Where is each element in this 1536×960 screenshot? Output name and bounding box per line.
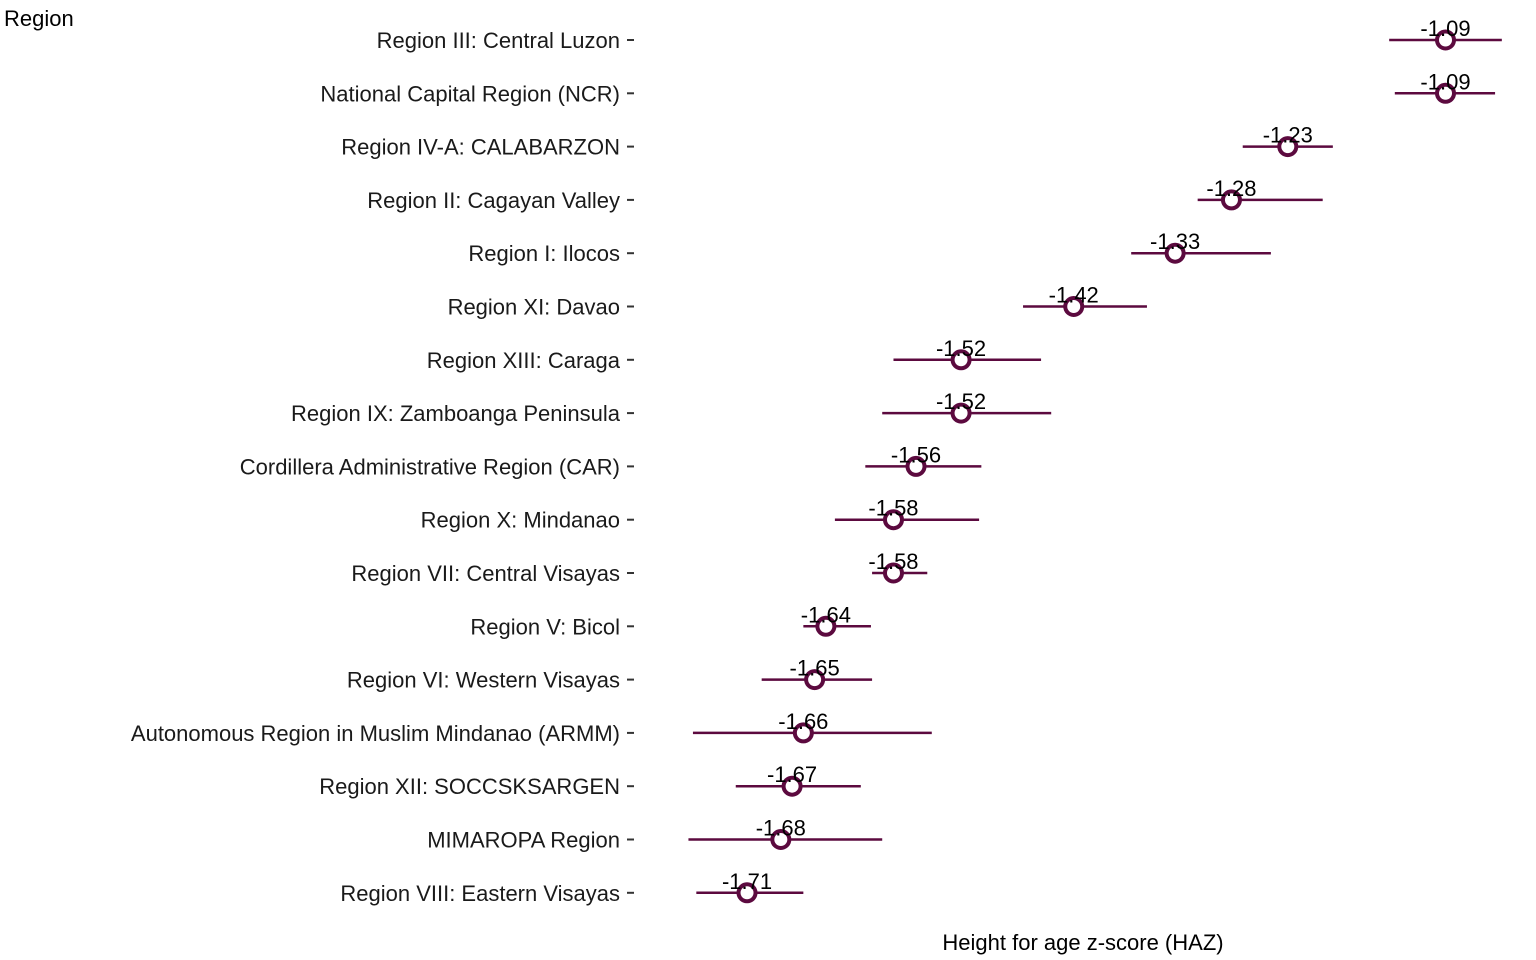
chart-row: Region IV-A: CALABARZON -1.23 — [341, 123, 1333, 160]
value-label: -1.56 — [891, 442, 941, 467]
estimate-point — [1063, 296, 1085, 317]
chart-row: Region VI: Western Visayas -1.65 — [347, 656, 873, 693]
region-label: Region VI: Western Visayas — [347, 668, 620, 693]
chart-row: Region V: Bicol -1.64 — [470, 602, 871, 639]
chart-row: Region II: Cagayan Valley -1.28 — [367, 176, 1323, 213]
value-label: -1.58 — [868, 549, 918, 574]
region-label: Region VIII: Eastern Visayas — [340, 881, 620, 906]
estimate-point — [882, 562, 904, 584]
chart-row: Region XII: SOCCSKSARGEN -1.67 — [319, 762, 861, 799]
chart-row: Region XIII: Caraga -1.52 — [427, 336, 1042, 373]
x-axis-title: Height for age z-score (HAZ) — [942, 930, 1223, 955]
estimate-point — [950, 402, 972, 424]
estimate-point — [1435, 29, 1457, 51]
chart-row: Region I: Ilocos -1.33 — [468, 229, 1271, 266]
value-label: -1.68 — [756, 816, 806, 841]
value-label: -1.67 — [767, 762, 817, 787]
y-axis-title: Region — [4, 6, 74, 31]
estimate-point — [781, 775, 803, 797]
value-label: -1.23 — [1263, 123, 1313, 148]
value-label: -1.66 — [778, 709, 828, 734]
estimate-point — [770, 829, 792, 850]
chart-row: Region IX: Zamboanga Peninsula -1.52 — [291, 389, 1052, 426]
chart-row: Cordillera Administrative Region (CAR) -1… — [240, 442, 982, 479]
estimate-point — [1164, 242, 1186, 264]
chart-row: MIMAROPA Region -1.68 — [427, 816, 883, 853]
estimate-point — [950, 349, 972, 371]
chart-row: Region XI: Davao -1.42 — [448, 283, 1147, 320]
chart-row: Region VII: Central Visayas -1.58 — [351, 549, 928, 586]
value-label: -1.09 — [1420, 16, 1470, 41]
estimate-point — [1220, 189, 1242, 211]
region-label: Autonomous Region in Muslim Mindanao (AR… — [131, 721, 620, 746]
region-label: Region XIII: Caraga — [427, 348, 621, 373]
region-label: Region XII: SOCCSKSARGEN — [319, 774, 620, 799]
chart-row: National Capital Region (NCR) -1.09 — [320, 69, 1496, 106]
value-label: -1.09 — [1420, 69, 1470, 94]
value-label: -1.52 — [936, 389, 986, 414]
value-label: -1.65 — [790, 656, 840, 681]
region-label: Region V: Bicol — [470, 614, 620, 639]
region-label: Region XI: Davao — [448, 295, 620, 320]
chart-row: Region III: Central Luzon -1.09 — [377, 16, 1502, 53]
estimate-point — [815, 615, 837, 637]
estimate-point — [1277, 136, 1299, 158]
estimate-point — [736, 882, 758, 904]
region-label: Region IV-A: CALABARZON — [341, 135, 620, 160]
value-label: -1.33 — [1150, 229, 1200, 254]
region-label: Region I: Ilocos — [468, 241, 620, 266]
region-label: Region X: Mindanao — [421, 508, 620, 533]
region-label: Region III: Central Luzon — [377, 28, 620, 53]
estimate-point — [1435, 82, 1457, 104]
estimate-point — [792, 722, 814, 744]
value-label: -1.71 — [722, 869, 772, 894]
estimate-point — [804, 669, 826, 691]
region-label: MIMAROPA Region — [427, 828, 620, 853]
chart-row: Autonomous Region in Muslim Mindanao (AR… — [131, 709, 932, 746]
value-label: -1.52 — [936, 336, 986, 361]
chart-row: Region X: Mindanao -1.58 — [421, 496, 980, 533]
region-label: Region IX: Zamboanga Peninsula — [291, 401, 621, 426]
region-label: National Capital Region (NCR) — [320, 81, 620, 106]
region-label: Cordillera Administrative Region (CAR) — [240, 454, 620, 479]
estimate-point — [905, 455, 927, 477]
estimate-point — [882, 509, 904, 531]
value-label: -1.42 — [1049, 283, 1099, 308]
chart-row: Region VIII: Eastern Visayas -1.71 — [340, 869, 804, 906]
value-label: -1.58 — [868, 496, 918, 521]
value-label: -1.64 — [801, 602, 851, 627]
value-label: -1.28 — [1206, 176, 1256, 201]
region-label: Region II: Cagayan Valley — [367, 188, 620, 213]
region-label: Region VII: Central Visayas — [351, 561, 620, 586]
